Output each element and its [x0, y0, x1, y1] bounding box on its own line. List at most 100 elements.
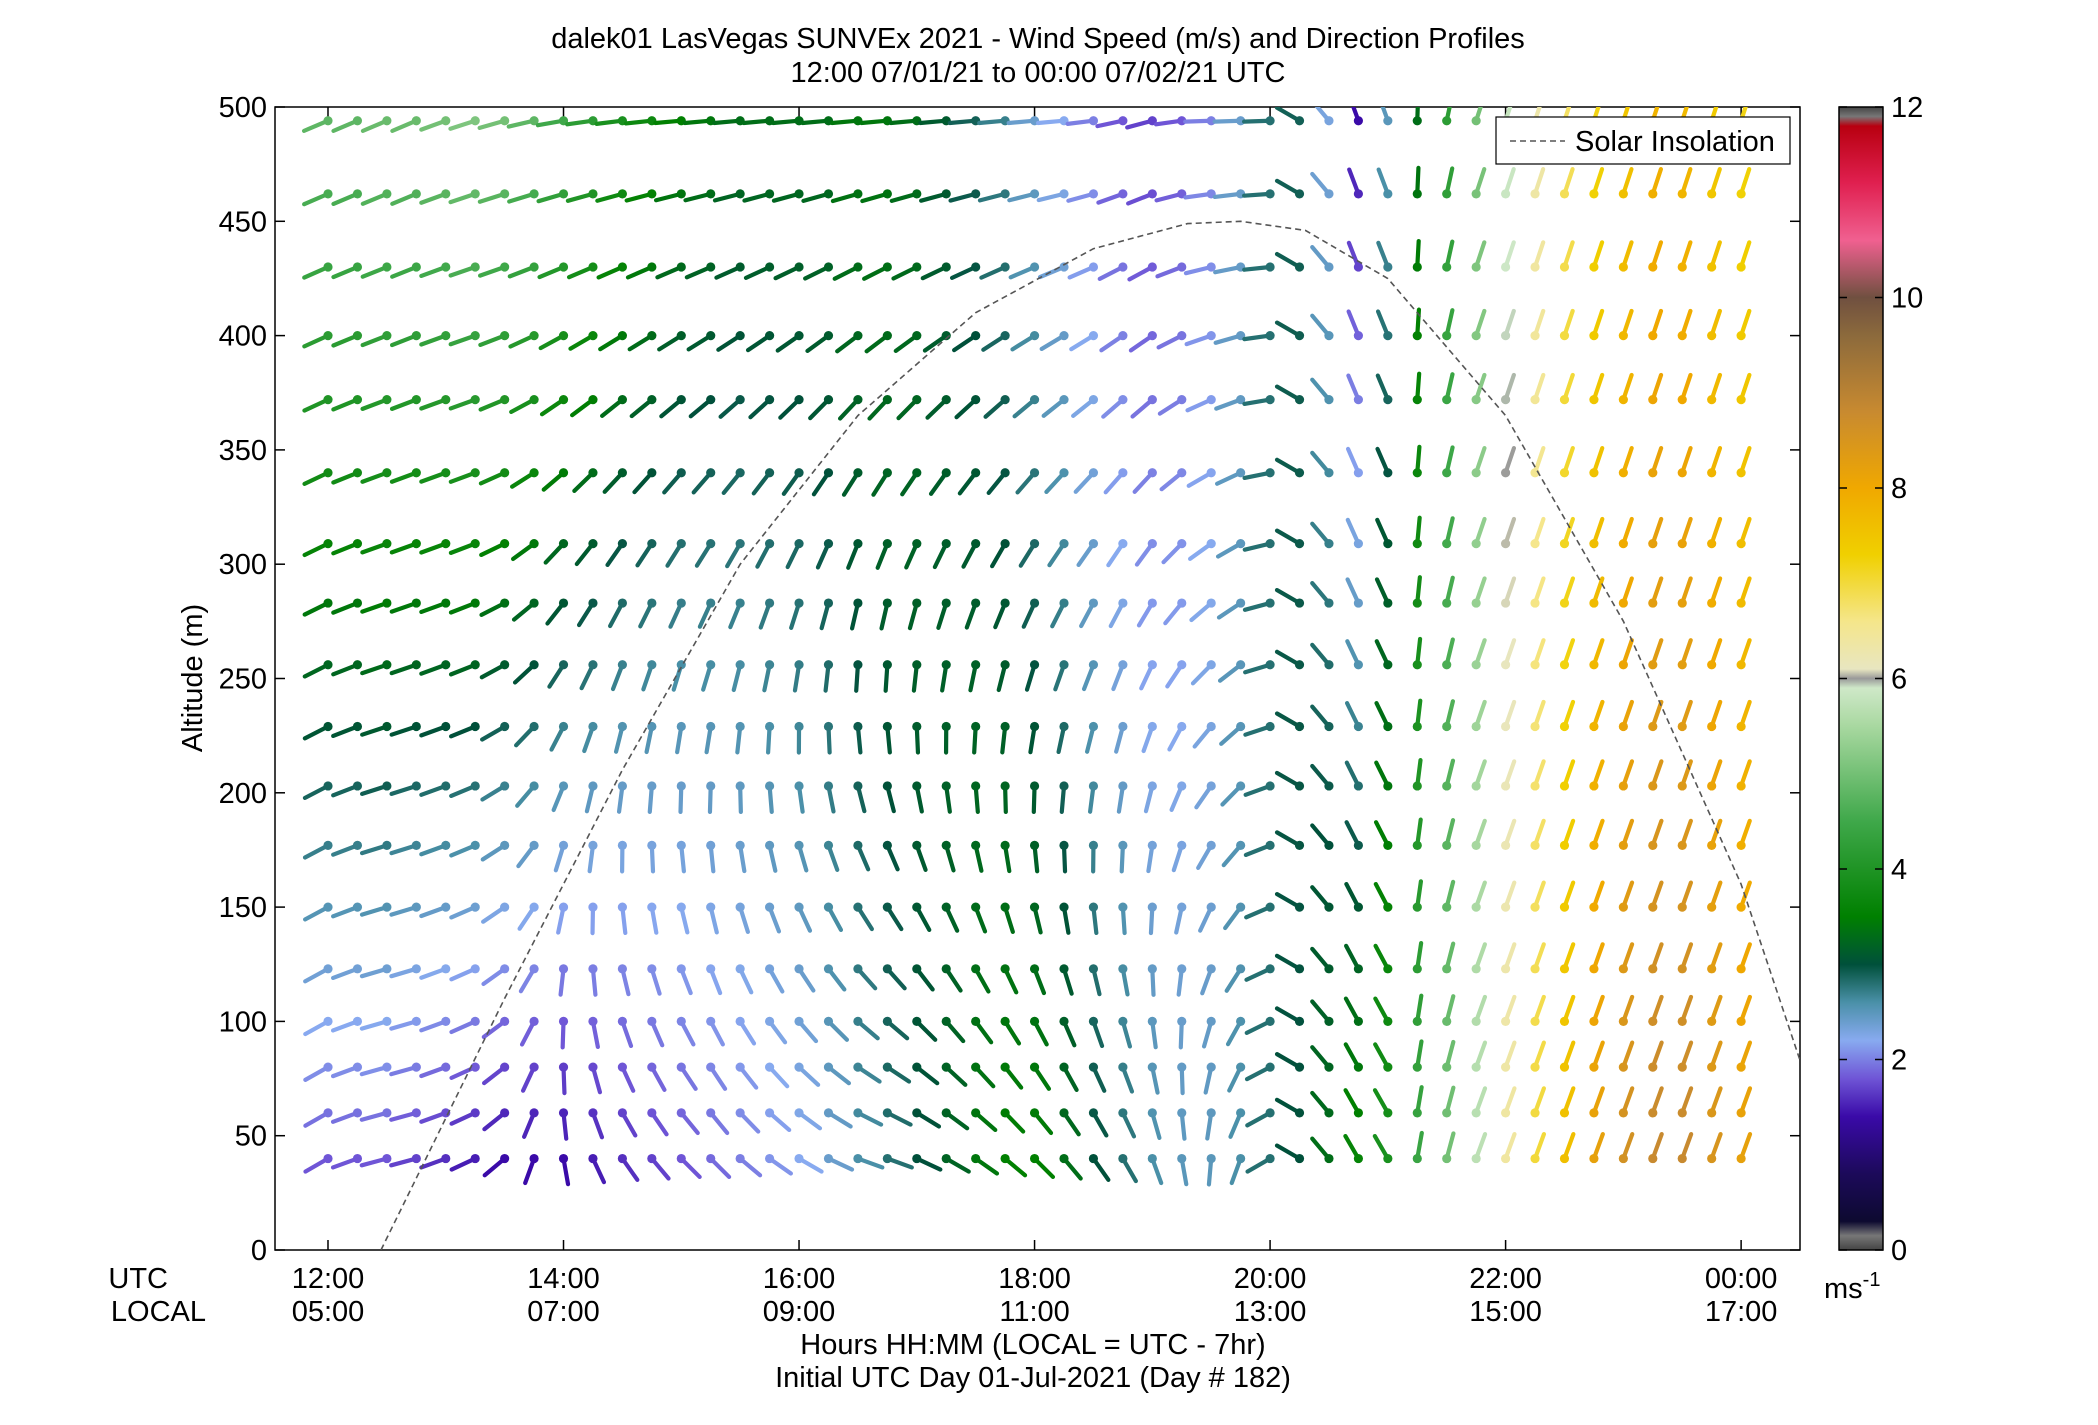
- wind-barb-dot: [1088, 902, 1099, 912]
- wind-barb-dot: [558, 1062, 569, 1072]
- wind-barb-dot: [1618, 468, 1628, 478]
- wind-barb-dot: [706, 1108, 716, 1118]
- wind-barb-dot: [706, 598, 716, 608]
- wind-barb-dot: [1324, 539, 1334, 549]
- wind-barb-dot: [1059, 1062, 1069, 1072]
- wind-barb-dot: [1265, 781, 1275, 791]
- wind-barb-dot: [382, 1016, 392, 1026]
- wind-barb-dot: [529, 189, 539, 199]
- wind-barb-dot: [1736, 902, 1746, 912]
- wind-barb-dot: [1177, 781, 1187, 791]
- wind-barb-dot: [1029, 1108, 1040, 1118]
- wind-barb-dot: [1353, 840, 1363, 850]
- wind-barb-dot: [529, 598, 539, 608]
- wind-barb-dot: [1029, 840, 1040, 850]
- wind-barb-dot: [1088, 116, 1099, 126]
- wind-barb-dot: [1648, 721, 1658, 732]
- wind-barb-dot: [1177, 660, 1187, 670]
- chart-subtitle: 12:00 07/01/21 to 00:00 07/02/21 UTC: [791, 57, 1286, 89]
- wind-barb-dot: [1500, 1062, 1511, 1072]
- wind-barb-dot: [1206, 1062, 1216, 1072]
- wind-barb-dot: [1324, 781, 1334, 791]
- wind-barb-dot: [1029, 395, 1040, 405]
- wind-barb-dot: [794, 468, 804, 478]
- wind-barb-dot: [1618, 1153, 1628, 1164]
- wind-barb-dot: [323, 598, 333, 608]
- wind-barb-dot: [1618, 721, 1628, 732]
- wind-barb-dot: [735, 1062, 745, 1072]
- wind-barb-dot: [1736, 262, 1746, 272]
- wind-barb-dot: [676, 902, 686, 912]
- wind-barb-dot: [1677, 1062, 1687, 1072]
- wind-barb-dot: [1412, 964, 1422, 974]
- wind-barb-dot: [912, 902, 922, 912]
- wind-barb-dot: [1530, 721, 1540, 732]
- wind-barb-dot: [1147, 902, 1157, 912]
- wind-barb-dot: [706, 395, 716, 405]
- wind-barb-dot: [971, 1108, 981, 1118]
- wind-barb-dot: [1530, 189, 1540, 199]
- wind-barb-dot: [323, 1016, 333, 1026]
- wind-barb-dot: [1000, 660, 1010, 670]
- wind-barb-dot: [676, 598, 686, 608]
- wind-barb-dot: [882, 1153, 892, 1164]
- wind-barb-dot: [971, 902, 981, 912]
- wind-barb-dot: [1059, 598, 1069, 608]
- wind-barb-dot: [1559, 781, 1570, 791]
- wind-barb-dot: [1589, 840, 1599, 850]
- x-tick-label-utc: 20:00: [1234, 1263, 1307, 1295]
- wind-barb-dot: [500, 781, 510, 791]
- wind-barb-dot: [1236, 468, 1246, 478]
- wind-barb-dot: [1059, 189, 1069, 199]
- wind-barb-dot: [441, 781, 451, 791]
- wind-barb-dot: [1265, 539, 1275, 549]
- wind-barb-dot: [941, 189, 951, 199]
- y-tick-label: 200: [219, 778, 267, 810]
- wind-barb-dot: [1648, 781, 1658, 791]
- wind-barb-dot: [1088, 1016, 1099, 1026]
- wind-barb-dot: [617, 840, 627, 850]
- wind-barb-dot: [323, 189, 333, 199]
- wind-barb-dot: [794, 1016, 804, 1026]
- wind-barb-dot: [912, 840, 922, 850]
- wind-barb-dot: [500, 262, 510, 272]
- legend-label: Solar Insolation: [1575, 126, 1775, 158]
- wind-barb-dot: [1677, 189, 1687, 199]
- wind-barb-dot: [1265, 964, 1275, 974]
- wind-barb-dot: [1059, 781, 1069, 791]
- wind-barb-dot: [1236, 1016, 1246, 1026]
- wind-barb-dot: [1618, 1016, 1628, 1026]
- wind-barb-dot: [1088, 598, 1099, 608]
- wind-barb-dot: [352, 1062, 363, 1072]
- wind-barb-dot: [1383, 1153, 1393, 1164]
- wind-barb-dot: [1559, 1108, 1570, 1118]
- wind-barb-dot: [500, 116, 510, 126]
- wind-barb-dot: [1147, 781, 1157, 791]
- x-tick-label-utc: 16:00: [763, 1263, 836, 1295]
- wind-barb-dot: [1265, 660, 1275, 670]
- wind-barb-dot: [941, 539, 951, 549]
- wind-barb-dot: [1736, 1108, 1746, 1118]
- wind-barb-dot: [971, 331, 981, 341]
- wind-barb-dot: [882, 721, 892, 732]
- wind-barb-dot: [1177, 1016, 1187, 1026]
- wind-barb-dot: [1707, 721, 1717, 732]
- wind-barb-dot: [735, 781, 745, 791]
- wind-barb-dot: [1442, 1062, 1452, 1072]
- wind-barb-dot: [794, 840, 804, 850]
- wind-barb-dot: [882, 1062, 892, 1072]
- wind-barb-dot: [470, 1062, 480, 1072]
- wind-barb-dot: [882, 331, 892, 341]
- wind-barb-dot: [912, 468, 922, 478]
- x-tick-label-local: 07:00: [527, 1296, 600, 1328]
- wind-barb-dot: [1618, 964, 1628, 974]
- wind-barb-dot: [1442, 598, 1452, 608]
- wind-barb-dot: [441, 331, 451, 341]
- wind-barb-dot: [1530, 1016, 1540, 1026]
- wind-barb-dot: [1530, 331, 1540, 341]
- wind-barb-dot: [764, 468, 775, 478]
- wind-barb-dot: [1059, 964, 1069, 974]
- wind-barb-dot: [1206, 262, 1216, 272]
- wind-barb-dot: [1471, 1108, 1481, 1118]
- wind-barb-dot: [1177, 902, 1187, 912]
